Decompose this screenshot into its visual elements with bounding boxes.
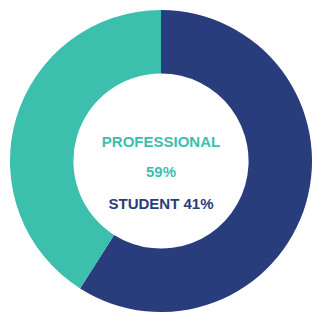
- slices: [10, 10, 312, 312]
- annotation: PROFESSIONAL: [102, 133, 220, 150]
- annotations: PROFESSIONAL 59% STUDENT 41%: [102, 133, 220, 212]
- annotation: STUDENT 41%: [108, 195, 213, 212]
- chart: PROFESSIONAL 59% STUDENT 41%: [0, 0, 322, 322]
- plot: PROFESSIONAL 59% STUDENT 41%: [10, 10, 312, 312]
- annotation: 59%: [146, 163, 176, 180]
